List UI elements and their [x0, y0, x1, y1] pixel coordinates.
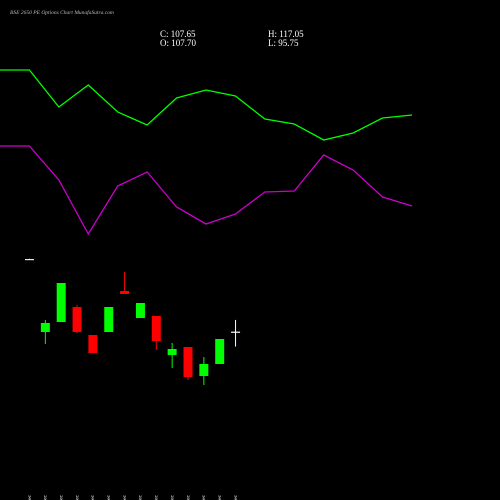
candle-body: [72, 307, 82, 332]
candle-body: [231, 331, 241, 333]
x-tick-label: 11 Dec: [74, 494, 80, 500]
x-tick-label: 16 Dec: [122, 494, 128, 500]
candle-body: [25, 259, 34, 261]
x-tick-label: 17 Dec: [138, 494, 144, 500]
x-tick-label: 18 Dec: [154, 494, 160, 500]
candle-body: [120, 291, 130, 294]
ohlc-close: C: 107.65: [160, 29, 196, 39]
candle-body: [215, 339, 225, 364]
candle-body: [40, 323, 50, 332]
candle-body: [135, 303, 145, 318]
candle-body: [167, 349, 177, 355]
x-tick-label: 23 Dec: [201, 494, 207, 500]
candle-body: [56, 283, 66, 322]
x-tick-label: 12 Dec: [90, 494, 96, 500]
line-series: [0, 145, 413, 236]
chart-title: BSE 2650 PE Options Chart MunafaSutra.co…: [10, 9, 114, 16]
x-tick-label: 06 Dec: [27, 494, 33, 500]
x-tick-label: 10 Dec: [58, 494, 64, 500]
ohlc-low: L: 95.75: [268, 38, 299, 48]
ohlc-open: O: 107.70: [160, 38, 197, 48]
candle-body: [199, 364, 209, 376]
x-tick-label: 13 Dec: [106, 494, 112, 500]
ohlc-high: H: 117.05: [268, 29, 304, 39]
x-tick-label: 09 Dec: [43, 494, 49, 500]
line-series: [0, 69, 413, 141]
x-tick-label: 24 Dec: [217, 494, 223, 500]
candle-body: [88, 335, 98, 353]
x-tick-label: 19 Dec: [169, 494, 175, 500]
candle-body: [151, 316, 161, 341]
x-tick-label: 20 Dec: [185, 494, 191, 500]
x-tick-label: 26 Dec: [233, 494, 239, 500]
candle-body: [183, 347, 193, 377]
candle-body: [104, 307, 114, 332]
